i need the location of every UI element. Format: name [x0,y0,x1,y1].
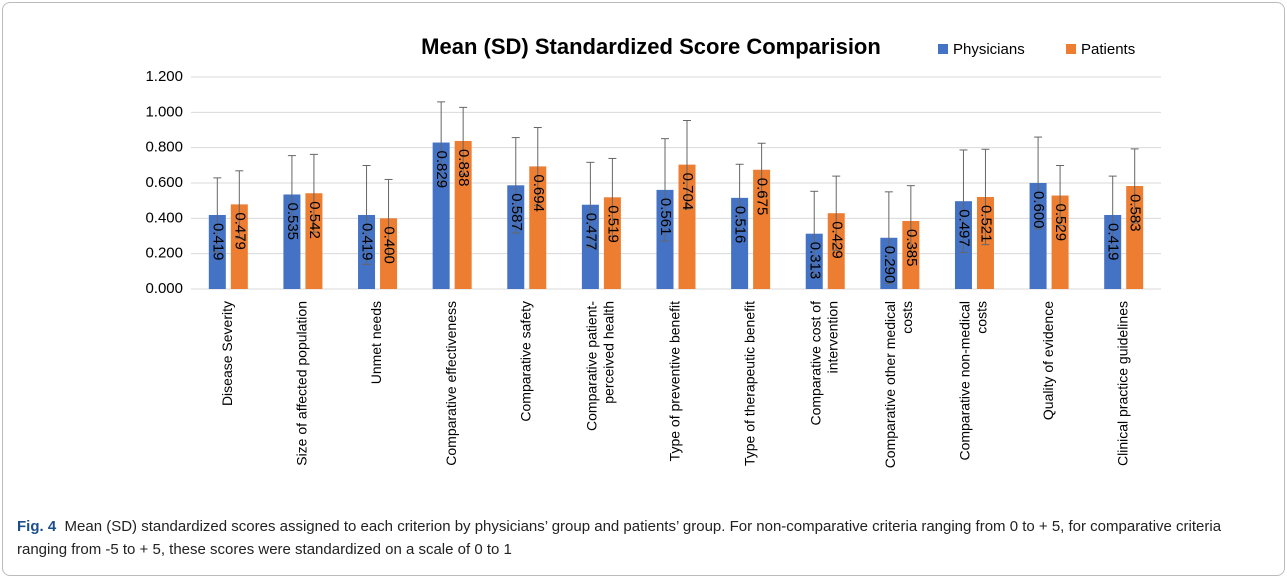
bar [230,204,248,289]
legend-swatch [938,44,948,54]
y-tick-label: 0.000 [145,280,183,297]
bar [305,193,323,289]
value-label: 0.477 [582,213,599,251]
value-label: 0.400 [381,226,398,264]
value-label: 0.600 [1030,191,1047,229]
x-tick-label: Comparative cost of [807,301,823,426]
bar [1029,183,1047,289]
value-label: 0.290 [881,246,898,284]
value-label: 0.838 [455,149,472,187]
y-tick-label: 0.400 [145,209,183,226]
x-tick-label: costs [899,301,915,334]
bar [731,197,749,289]
value-label: 0.694 [530,174,547,212]
value-label: 0.419 [1105,223,1122,261]
chart: Mean (SD) Standardized Score Comparision… [145,34,1161,468]
legend-swatch [1066,44,1076,54]
x-tick-label: Comparative safety [517,301,533,422]
value-label: 0.516 [732,206,749,244]
x-tick-label: perceived health [601,301,617,404]
bar [1126,186,1144,289]
bar [432,142,450,289]
bar [678,164,696,289]
y-tick-label: 0.200 [145,245,183,262]
x-tick-label: Unmet needs [368,301,384,384]
x-tick-label: Comparative non-medical [957,301,973,461]
bar [454,140,472,289]
x-tick-label: Comparative patient- [584,301,600,431]
value-label: 0.419 [209,223,226,261]
bar [1051,195,1069,289]
value-label: 0.497 [955,209,972,247]
value-label: 0.313 [806,242,823,280]
bar [283,194,301,289]
bar [603,197,621,289]
value-label: 0.535 [284,202,301,240]
legend-label: Physicians [953,41,1025,58]
value-label: 0.704 [679,173,696,211]
caption-text: Mean (SD) standardized scores assigned t… [17,518,1222,558]
chart-title: Mean (SD) Standardized Score Comparision [421,34,881,59]
y-tick-label: 1.000 [145,103,183,120]
value-label: 0.479 [231,212,248,250]
x-tick-label: intervention [824,301,840,373]
x-tick-label: Size of affected population [294,301,310,466]
value-label: 0.587 [508,193,525,231]
x-tick-label: costs [974,301,990,334]
value-label: 0.675 [754,178,771,216]
value-label: 0.542 [306,201,323,239]
value-label: 0.829 [433,151,450,189]
legend-label: Patients [1081,41,1135,58]
y-tick-label: 0.600 [145,174,183,191]
caption-label: Fig. 4 [17,518,57,535]
x-tick-label: Comparative other medical [882,301,898,468]
value-label: 0.583 [1127,194,1144,232]
bar [507,185,525,289]
bar [827,213,845,289]
bar [529,166,547,289]
value-label: 0.429 [828,221,845,259]
bar [753,169,771,289]
caption: Fig. 4 Mean (SD) standardized scores ass… [17,515,1257,561]
value-label: 0.385 [903,229,920,267]
value-label: 0.561 [657,198,674,236]
value-label: 0.519 [604,205,621,243]
x-tick-label: Clinical practice guidelines [1114,301,1130,466]
x-tick-label: Type of therapeutic benefit [741,301,757,466]
value-label: 0.521 [977,205,994,243]
x-tick-label: Disease Severity [219,301,235,406]
x-tick-label: Quality of evidence [1040,301,1056,420]
y-tick-label: 0.800 [145,139,183,156]
value-label: 0.529 [1052,204,1069,242]
y-tick-label: 1.200 [145,68,183,85]
x-tick-label: Type of preventive benefit [667,301,683,461]
value-label: 0.419 [359,223,376,261]
x-tick-label: Comparative effectiveness [443,301,459,466]
